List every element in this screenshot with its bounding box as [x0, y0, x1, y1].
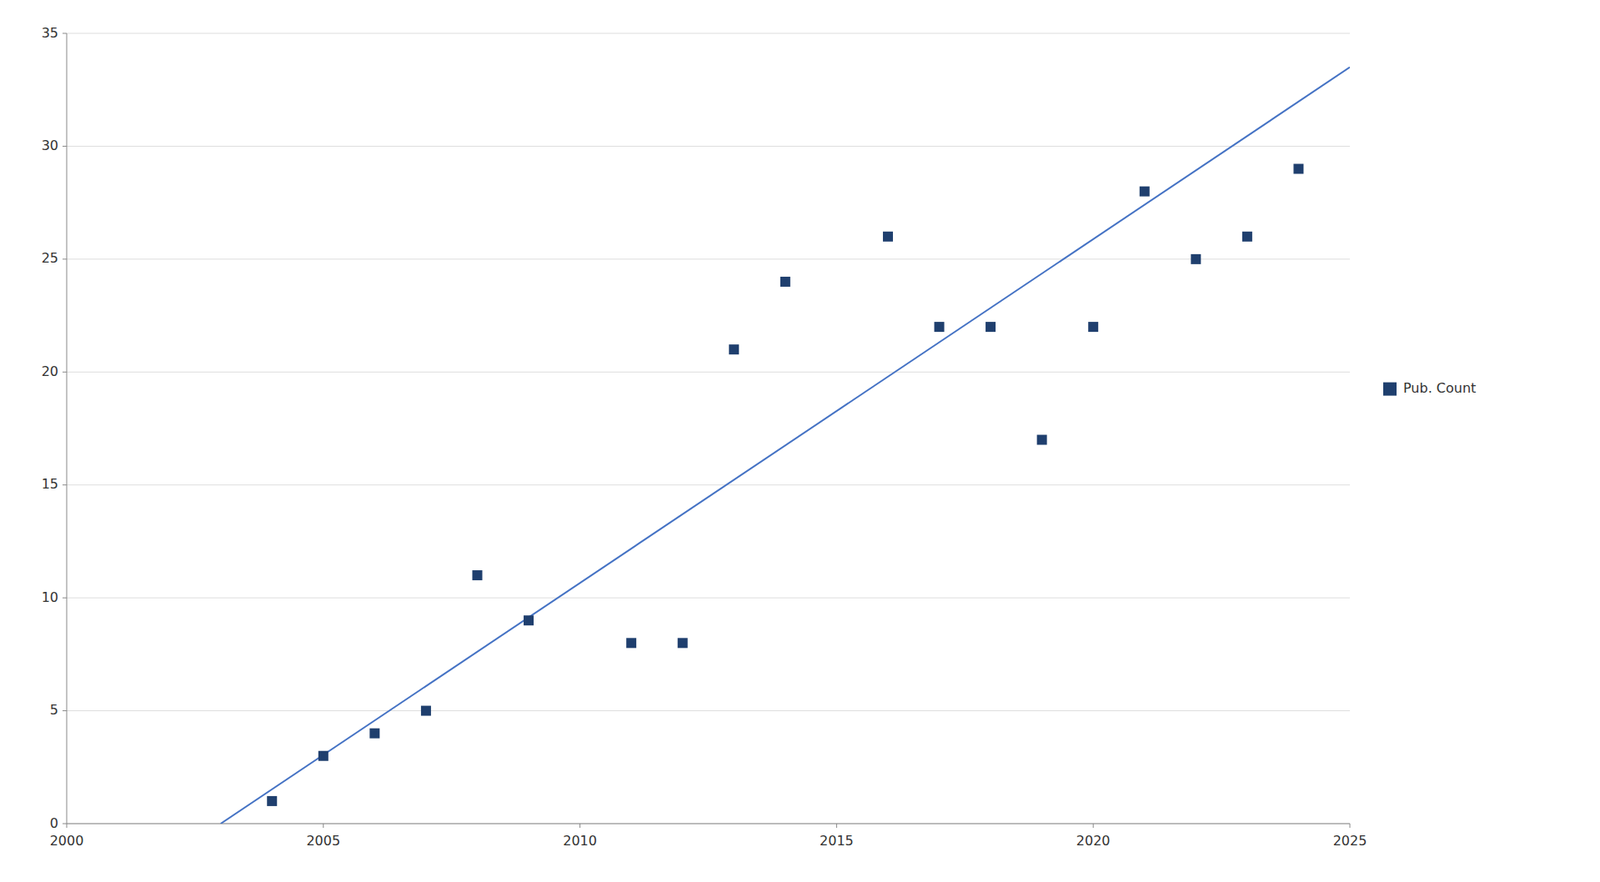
x-tick — [66, 823, 68, 828]
y-tick — [62, 33, 67, 35]
grid-line — [66, 145, 1350, 147]
x-tick — [836, 823, 838, 828]
grid-line — [66, 371, 1350, 373]
point — [934, 321, 945, 332]
axes: 20002005201020152020202505101520253035 — [41, 25, 1368, 850]
page: {"chart_data": {"type": "scatter", "x": … — [0, 0, 1600, 882]
point — [369, 728, 380, 739]
y-tick — [62, 484, 67, 486]
x-tick-label: 2015 — [819, 832, 854, 849]
point — [626, 637, 637, 648]
grid-line — [66, 823, 1350, 825]
y-tick-label: 20 — [41, 363, 59, 380]
grid — [66, 33, 1350, 824]
point — [421, 706, 432, 717]
point — [728, 344, 739, 355]
marks — [220, 67, 1350, 824]
y-tick-label: 35 — [41, 25, 59, 41]
chart: 20002005201020152020202505101520253035Pu… — [0, 0, 1600, 882]
legend-label: Pub. Count — [1403, 380, 1476, 397]
grid-line — [66, 484, 1350, 486]
x-tick — [1093, 823, 1094, 828]
point — [985, 321, 996, 332]
point — [318, 751, 329, 762]
point — [1190, 254, 1201, 265]
grid-line — [66, 710, 1350, 712]
point — [471, 570, 482, 581]
y-tick — [62, 710, 67, 712]
x-tick-label: 2010 — [562, 832, 597, 849]
y-tick-label: 25 — [41, 250, 59, 266]
x-tick-label: 2020 — [1076, 832, 1111, 849]
y-tick-label: 10 — [41, 589, 59, 606]
x-tick — [579, 823, 581, 828]
point — [882, 231, 893, 242]
x-tick-label: 2000 — [50, 832, 85, 849]
x-axis-line — [66, 823, 1350, 825]
y-tick — [62, 371, 67, 373]
point — [266, 796, 277, 807]
point — [1293, 164, 1304, 175]
point — [677, 637, 688, 648]
y-tick — [62, 258, 67, 260]
y-tick-label: 30 — [41, 137, 59, 154]
point — [523, 615, 534, 626]
point — [1139, 186, 1150, 197]
point — [780, 276, 791, 287]
y-tick-label: 5 — [50, 702, 59, 718]
y-tick — [62, 597, 67, 599]
trend-line — [220, 67, 1350, 824]
y-axis-line — [66, 33, 68, 824]
x-tick-label: 2025 — [1333, 832, 1368, 849]
legend-swatch — [1383, 382, 1397, 397]
x-tick — [1349, 823, 1351, 828]
y-tick-label: 0 — [50, 815, 59, 832]
x-tick — [322, 823, 324, 828]
y-tick — [62, 823, 67, 825]
y-tick — [62, 145, 67, 147]
grid-line — [66, 258, 1350, 260]
grid-line — [66, 597, 1350, 599]
point — [1242, 231, 1253, 242]
x-tick-label: 2005 — [305, 832, 341, 849]
point — [1037, 435, 1048, 446]
legend: Pub. Count — [1383, 380, 1476, 397]
grid-line — [66, 33, 1350, 35]
point — [1088, 321, 1099, 332]
y-tick-label: 15 — [41, 476, 59, 492]
